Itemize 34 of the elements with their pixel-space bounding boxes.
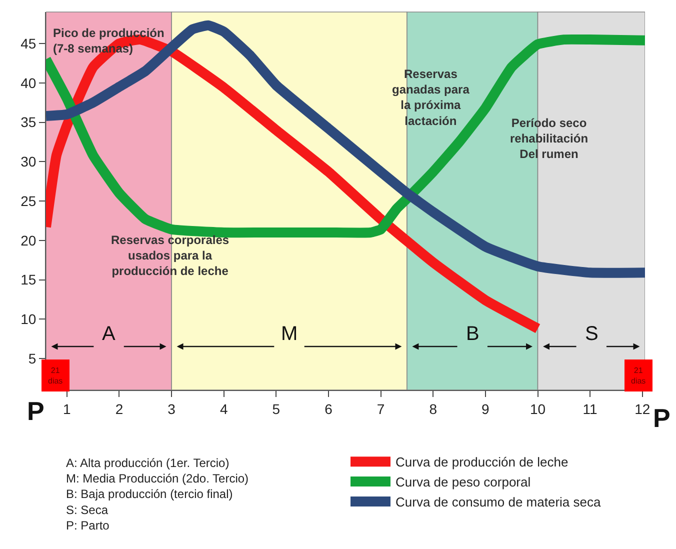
band-label: M bbox=[281, 323, 298, 345]
text: P bbox=[653, 403, 670, 433]
y-tick-label: 40 bbox=[20, 74, 36, 91]
x-tick-label: 3 bbox=[168, 400, 176, 417]
x-tick-label: 10 bbox=[530, 400, 546, 417]
x-tick-label: 8 bbox=[429, 400, 438, 417]
x-tick-label: 5 bbox=[272, 400, 280, 417]
y-tick-label: 30 bbox=[20, 154, 36, 170]
x-tick-label: 1 bbox=[63, 400, 72, 417]
x-tick-label: 12 bbox=[634, 400, 650, 417]
x-tick-label: 4 bbox=[220, 400, 228, 417]
y-tick-label: 10 bbox=[20, 311, 36, 328]
annotation: 21 dias bbox=[631, 366, 646, 386]
y-tick-label: 5 bbox=[28, 350, 36, 366]
legend-label: Curva de peso corporal bbox=[396, 474, 531, 490]
annotation: Período seco rehabilitación Del rumen bbox=[510, 116, 588, 162]
y-tick-label: 15 bbox=[20, 272, 36, 288]
legend-label: Curva de producción de leche bbox=[396, 454, 568, 470]
band-label: B bbox=[466, 323, 480, 345]
text: P bbox=[27, 396, 44, 426]
x-tick-label: 7 bbox=[376, 400, 385, 417]
x-tick-label: 9 bbox=[482, 400, 490, 417]
band-label: S bbox=[585, 323, 598, 345]
legend-label: Curva de consumo de materia seca bbox=[396, 494, 602, 510]
x-tick-label: 2 bbox=[115, 400, 124, 417]
y-tick-label: 25 bbox=[20, 192, 36, 209]
x-tick-label: 11 bbox=[582, 400, 598, 417]
band-label: A bbox=[102, 323, 116, 345]
y-tick-label: 45 bbox=[20, 35, 36, 52]
text: A: Alta producción (1er. Tercio) M: Media Producción (2do. Tercio) B: Baja producción (tercio final) S: Seca P: Parto bbox=[66, 456, 249, 532]
x-tick-label: 6 bbox=[324, 400, 333, 417]
annotation: 21 dias bbox=[48, 366, 63, 386]
y-tick-label: 20 bbox=[20, 232, 36, 248]
y-tick-label: 35 bbox=[20, 114, 36, 130]
